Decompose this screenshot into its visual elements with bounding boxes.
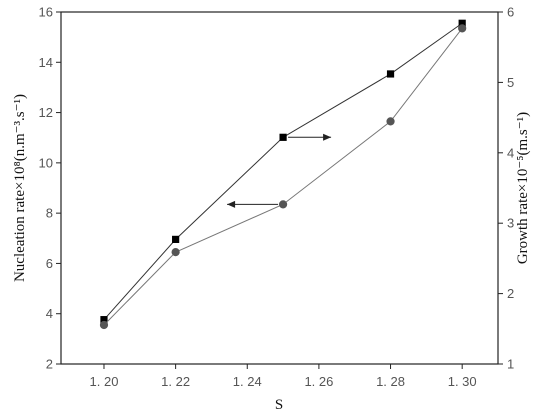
right-y-tick-label: 1 bbox=[507, 357, 514, 372]
circle-marker bbox=[99, 320, 109, 330]
right-y-tick-label: 3 bbox=[507, 216, 514, 231]
circle-marker bbox=[171, 248, 180, 257]
left-y-tick-label: 4 bbox=[46, 306, 53, 321]
x-tick-label: 1. 30 bbox=[448, 374, 477, 389]
x-axis: 1. 20 1. 22 1. 24 1. 26 1. 28 1. 30 bbox=[90, 364, 477, 389]
annotation-arrow-head bbox=[323, 133, 332, 141]
square-marker bbox=[386, 70, 395, 78]
plot-frame bbox=[60, 11, 499, 365]
left-y-tick-label: 8 bbox=[46, 206, 53, 221]
series-line bbox=[103, 22, 463, 320]
annotation-arrow-head bbox=[227, 200, 236, 208]
series-line bbox=[103, 28, 463, 326]
x-tick-label: 1. 26 bbox=[304, 374, 333, 389]
right-y-axis: 1 2 3 4 5 6 bbox=[498, 5, 514, 372]
square-marker bbox=[100, 316, 108, 324]
x-tick-label: 1. 28 bbox=[376, 374, 405, 389]
right-y-tick-label: 5 bbox=[507, 75, 514, 90]
x-tick-label: 1. 24 bbox=[233, 374, 262, 389]
x-axis-title: S bbox=[275, 397, 283, 413]
circle-marker bbox=[386, 117, 395, 126]
left-y-tick-label: 2 bbox=[46, 357, 53, 372]
square-marker bbox=[279, 133, 287, 141]
left-y-tick-label: 6 bbox=[46, 256, 53, 271]
left-y-tick-label: 16 bbox=[39, 5, 53, 20]
series-layer bbox=[99, 19, 467, 330]
square-marker bbox=[458, 19, 466, 27]
square-marker bbox=[172, 235, 180, 243]
left-y-tick-label: 12 bbox=[39, 105, 53, 120]
left-y-tick-label: 10 bbox=[39, 155, 53, 170]
circle-marker bbox=[278, 200, 288, 209]
right-y-axis-title: Growth rate×10⁻⁵(m.s⁻¹) bbox=[515, 112, 531, 264]
x-tick-label: 1. 22 bbox=[161, 374, 190, 389]
right-y-tick-label: 4 bbox=[507, 145, 514, 160]
right-y-tick-label: 2 bbox=[507, 286, 514, 301]
x-tick-label: 1. 20 bbox=[90, 374, 119, 389]
left-y-tick-label: 14 bbox=[39, 55, 53, 70]
circle-marker bbox=[458, 24, 467, 33]
right-y-tick-label: 6 bbox=[507, 5, 514, 20]
annotation-layer bbox=[227, 133, 332, 208]
left-y-axis: 2 4 6 8 10 12 14 16 bbox=[39, 5, 61, 372]
left-y-axis-title: Nucleation rate×10⁸(n.m⁻³.s⁻¹) bbox=[12, 94, 28, 282]
